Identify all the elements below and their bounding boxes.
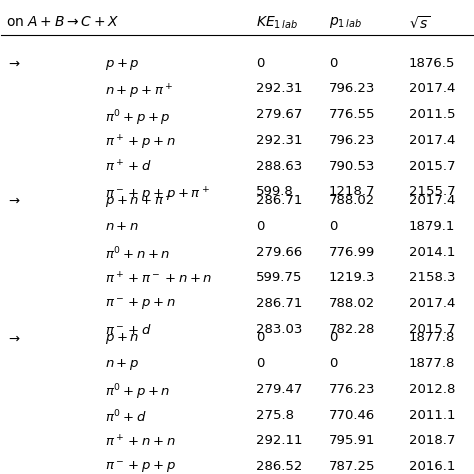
Text: 288.63: 288.63 [256,160,302,173]
Text: 279.66: 279.66 [256,246,302,258]
Text: 1877.8: 1877.8 [409,357,456,370]
Text: $\pi^-+p+p+\pi^+$: $\pi^-+p+p+\pi^+$ [105,185,210,203]
Text: 795.91: 795.91 [329,434,375,447]
Text: 2011.5: 2011.5 [409,108,456,121]
Text: 0: 0 [256,357,264,370]
Text: $\pi^++n+n$: $\pi^++n+n$ [105,434,176,449]
Text: 2015.7: 2015.7 [409,323,456,336]
Text: 2017.4: 2017.4 [409,134,456,147]
Text: 279.67: 279.67 [256,108,302,121]
Text: $\pi^0+d$: $\pi^0+d$ [105,409,146,425]
Text: 2011.1: 2011.1 [409,409,456,421]
Text: 1879.1: 1879.1 [409,220,456,233]
Text: $\pi^-+p+n$: $\pi^-+p+n$ [105,297,176,312]
Text: 2155.7: 2155.7 [409,185,456,198]
Text: $p+p$: $p+p$ [105,57,139,72]
Text: 286.71: 286.71 [256,194,302,207]
Text: 2012.8: 2012.8 [409,383,456,396]
Text: 0: 0 [329,357,337,370]
Text: $\pi^++d$: $\pi^++d$ [105,160,152,175]
Text: $\pi^-+d$: $\pi^-+d$ [105,323,152,337]
Text: 776.55: 776.55 [329,108,375,121]
Text: 292.11: 292.11 [256,434,302,447]
Text: $\rightarrow$: $\rightarrow$ [6,57,21,70]
Text: 782.28: 782.28 [329,323,375,336]
Text: 787.25: 787.25 [329,460,375,473]
Text: 0: 0 [329,331,337,345]
Text: 0: 0 [256,331,264,345]
Text: $\pi^0+n+n$: $\pi^0+n+n$ [105,246,170,262]
Text: 279.47: 279.47 [256,383,302,396]
Text: 770.46: 770.46 [329,409,375,421]
Text: 796.23: 796.23 [329,82,375,95]
Text: 2014.1: 2014.1 [409,246,456,258]
Text: $p+n$: $p+n$ [105,331,139,346]
Text: 286.71: 286.71 [256,297,302,310]
Text: 788.02: 788.02 [329,297,375,310]
Text: 599.8: 599.8 [256,185,293,198]
Text: on $A+B\rightarrow C+X$: on $A+B\rightarrow C+X$ [6,15,119,29]
Text: 1877.8: 1877.8 [409,331,456,345]
Text: 0: 0 [329,220,337,233]
Text: $n+p$: $n+p$ [105,357,139,372]
Text: 776.23: 776.23 [329,383,375,396]
Text: 292.31: 292.31 [256,134,302,147]
Text: 776.99: 776.99 [329,246,375,258]
Text: 2018.7: 2018.7 [409,434,456,447]
Text: $n+p+\pi^+$: $n+p+\pi^+$ [105,82,173,101]
Text: 1219.3: 1219.3 [329,271,375,284]
Text: 292.31: 292.31 [256,82,302,95]
Text: $p+n+\pi^-$: $p+n+\pi^-$ [105,194,173,210]
Text: 788.02: 788.02 [329,194,375,207]
Text: 275.8: 275.8 [256,409,294,421]
Text: 796.23: 796.23 [329,134,375,147]
Text: 790.53: 790.53 [329,160,375,173]
Text: $\pi^0+p+p$: $\pi^0+p+p$ [105,108,171,128]
Text: $p_{1\,lab}$: $p_{1\,lab}$ [329,15,362,30]
Text: $\pi^++p+n$: $\pi^++p+n$ [105,134,176,152]
Text: 2017.4: 2017.4 [409,82,456,95]
Text: 286.52: 286.52 [256,460,302,473]
Text: 2017.4: 2017.4 [409,297,456,310]
Text: 0: 0 [329,57,337,70]
Text: 1876.5: 1876.5 [409,57,456,70]
Text: $\pi^++\pi^-+n+n$: $\pi^++\pi^-+n+n$ [105,271,212,286]
Text: $\sqrt{s}$: $\sqrt{s}$ [409,15,430,32]
Text: $\rightarrow$: $\rightarrow$ [6,194,21,207]
Text: 2015.7: 2015.7 [409,160,456,173]
Text: 2017.4: 2017.4 [409,194,456,207]
Text: 599.75: 599.75 [256,271,302,284]
Text: $KE_{1\,lab}$: $KE_{1\,lab}$ [256,15,298,31]
Text: 0: 0 [256,57,264,70]
Text: $n+n$: $n+n$ [105,220,139,233]
Text: $\pi^-+p+p$: $\pi^-+p+p$ [105,460,176,474]
Text: $\pi^0+p+n$: $\pi^0+p+n$ [105,383,170,402]
Text: $\rightarrow$: $\rightarrow$ [6,331,21,345]
Text: 283.03: 283.03 [256,323,302,336]
Text: 1218.7: 1218.7 [329,185,375,198]
Text: 2016.1: 2016.1 [409,460,456,473]
Text: 2158.3: 2158.3 [409,271,456,284]
Text: 0: 0 [256,220,264,233]
